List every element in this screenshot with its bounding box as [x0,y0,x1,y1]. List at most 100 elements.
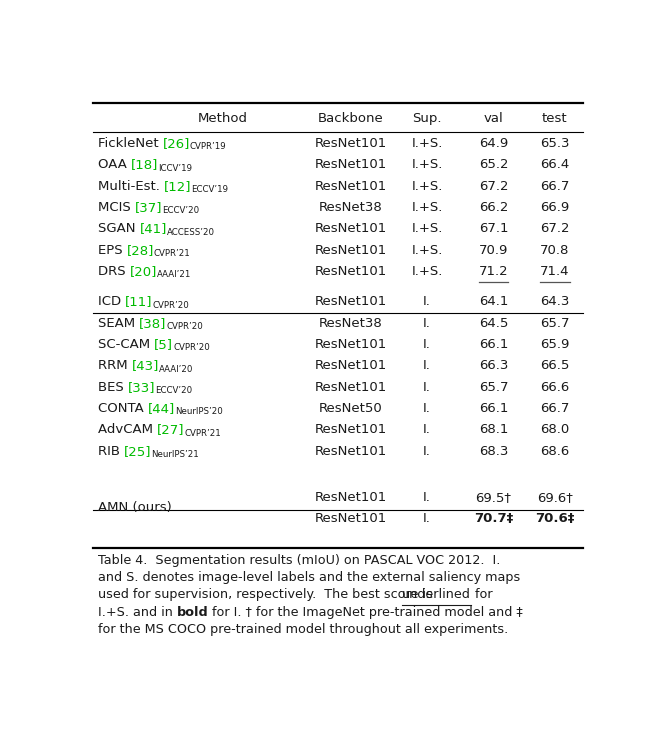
Text: 64.5: 64.5 [479,316,508,330]
Text: 70.8: 70.8 [540,243,569,257]
Text: RIB: RIB [98,445,124,458]
Text: used for supervision, respectively.  The best score is: used for supervision, respectively. The … [98,588,436,601]
Text: MCIS: MCIS [98,201,134,214]
Text: 68.0: 68.0 [540,424,569,437]
Text: [27]: [27] [157,424,185,437]
Text: SGAN: SGAN [98,222,140,235]
Text: for the MS COCO pre-trained model throughout all experiments.: for the MS COCO pre-trained model throug… [98,623,508,636]
Text: ResNet101: ResNet101 [314,180,387,192]
Text: Backbone: Backbone [318,112,384,125]
Text: I.: I. [423,512,431,525]
Text: I.+S.: I.+S. [411,243,443,257]
Text: [37]: [37] [134,201,162,214]
Text: ResNet101: ResNet101 [314,222,387,235]
Text: NeurIPS’20: NeurIPS’20 [175,408,223,416]
Text: [28]: [28] [127,243,154,257]
Text: 65.9: 65.9 [540,338,569,351]
Text: ResNet101: ResNet101 [314,445,387,458]
Text: I.+S.: I.+S. [411,158,443,171]
Text: SC-CAM: SC-CAM [98,338,154,351]
Text: 65.7: 65.7 [540,316,569,330]
Text: ResNet50: ResNet50 [319,402,382,415]
Text: AAAI’21: AAAI’21 [157,270,191,279]
Text: underlined: underlined [402,588,471,601]
Text: I.: I. [423,445,431,458]
Text: I.+S.: I.+S. [411,201,443,214]
Text: 66.1: 66.1 [479,402,508,415]
Text: AAAI’20: AAAI’20 [159,364,193,374]
Text: CVPR’21: CVPR’21 [154,249,190,258]
Text: test: test [542,112,567,125]
Text: I.+S. and in: I.+S. and in [98,606,177,619]
Text: 65.2: 65.2 [478,158,508,171]
Text: 66.7: 66.7 [540,180,569,192]
Text: 71.2: 71.2 [478,265,508,278]
Text: Method: Method [198,112,248,125]
Text: [33]: [33] [128,381,156,394]
Text: [44]: [44] [148,402,175,415]
Text: 65.3: 65.3 [540,137,569,150]
Text: ResNet101: ResNet101 [314,424,387,437]
Text: SEAM: SEAM [98,316,139,330]
Text: I.: I. [423,381,431,394]
Text: for: for [471,588,492,601]
Text: ResNet101: ResNet101 [314,137,387,150]
Text: ECCV’20: ECCV’20 [162,206,199,216]
Text: [12]: [12] [164,180,191,192]
Text: 66.3: 66.3 [479,359,508,373]
Text: ECCV’19: ECCV’19 [191,185,228,194]
Text: ResNet101: ResNet101 [314,359,387,373]
Text: ResNet101: ResNet101 [314,265,387,278]
Text: AMN (ours): AMN (ours) [98,502,171,515]
Text: ResNet38: ResNet38 [319,316,382,330]
Text: 70.7‡: 70.7‡ [474,512,513,525]
Text: [20]: [20] [130,265,157,278]
Text: [25]: [25] [124,445,152,458]
Text: 64.1: 64.1 [479,295,508,308]
Text: BES: BES [98,381,128,394]
Text: CVPR’20: CVPR’20 [167,322,203,331]
Text: ResNet101: ResNet101 [314,491,387,504]
Text: 65.7: 65.7 [478,381,508,394]
Text: [5]: [5] [154,338,173,351]
Text: ResNet101: ResNet101 [314,381,387,394]
Text: 70.9: 70.9 [479,243,508,257]
Text: I.: I. [423,316,431,330]
Text: 64.9: 64.9 [479,137,508,150]
Text: Multi-Est.: Multi-Est. [98,180,164,192]
Text: 68.1: 68.1 [479,424,508,437]
Text: ResNet101: ResNet101 [314,295,387,308]
Text: 66.6: 66.6 [540,381,569,394]
Text: I.+S.: I.+S. [411,137,443,150]
Text: I.: I. [423,338,431,351]
Text: 64.3: 64.3 [540,295,569,308]
Text: for I. † for the ImageNet pre-trained model and ‡: for I. † for the ImageNet pre-trained mo… [208,606,523,619]
Text: 66.9: 66.9 [540,201,569,214]
Text: 67.2: 67.2 [478,180,508,192]
Text: DRS: DRS [98,265,130,278]
Text: I.: I. [423,491,431,504]
Text: ResNet101: ResNet101 [314,338,387,351]
Text: 69.5†: 69.5† [476,491,511,504]
Text: [26]: [26] [163,137,190,150]
Text: I.: I. [423,295,431,308]
Text: 67.2: 67.2 [540,222,569,235]
Text: I.+S.: I.+S. [411,265,443,278]
Text: 70.6‡: 70.6‡ [535,512,575,525]
Text: 66.7: 66.7 [540,402,569,415]
Text: ResNet101: ResNet101 [314,158,387,171]
Text: ACCESS’20: ACCESS’20 [167,227,215,237]
Text: Sup.: Sup. [413,112,442,125]
Text: CVPR’20: CVPR’20 [173,343,210,352]
Text: CVPR’21: CVPR’21 [185,429,221,437]
Text: 68.6: 68.6 [540,445,569,458]
Text: ICCV’19: ICCV’19 [158,164,192,173]
Text: 66.4: 66.4 [540,158,569,171]
Text: I.: I. [423,424,431,437]
Text: Table 4.  Segmentation results (mIoU) on PASCAL VOC 2012.  I.: Table 4. Segmentation results (mIoU) on … [98,553,500,566]
Text: I.+S.: I.+S. [411,222,443,235]
Text: CONTA: CONTA [98,402,148,415]
Text: FickleNet: FickleNet [98,137,163,150]
Text: NeurIPS’21: NeurIPS’21 [152,450,199,459]
Text: 68.3: 68.3 [479,445,508,458]
